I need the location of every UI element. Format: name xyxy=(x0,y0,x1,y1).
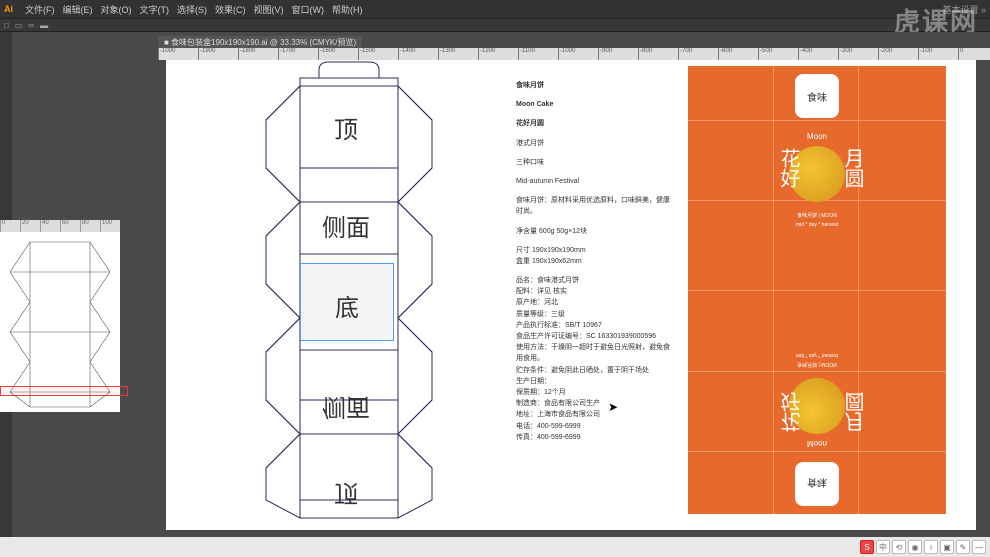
secondary-artboard[interactable] xyxy=(0,232,120,412)
status-icon-4[interactable]: ◉ xyxy=(908,540,922,554)
label-side2: 侧面 xyxy=(322,392,370,427)
mini-dieline xyxy=(0,232,120,412)
label-top: 顶 xyxy=(334,110,358,145)
label-top2: 顶 xyxy=(334,478,358,513)
status-icon-7[interactable]: ✎ xyxy=(956,540,970,554)
menu-effect[interactable]: 效果(C) xyxy=(215,3,246,16)
selected-bottom-panel[interactable]: 底 xyxy=(301,264,393,340)
ctrl-2[interactable]: ▭ xyxy=(15,21,23,30)
logo-badge-icon: 食味 xyxy=(795,74,839,118)
vert-text-2: 月圆 xyxy=(838,148,867,188)
info-text-block[interactable]: 食味月饼 Moon Cake 花好月圆 港式月饼 三种口味 Mid-autumn… xyxy=(516,80,676,443)
main-artboard[interactable]: 顶 侧面 侧面 顶 底 食味月饼 Moon Cake 花好月圆 港式月饼 三种口… xyxy=(166,60,976,530)
menu-type[interactable]: 文字(T) xyxy=(140,3,170,16)
menu-file[interactable]: 文件(F) xyxy=(25,3,55,16)
ime-icon[interactable]: S xyxy=(860,540,874,554)
menu-bar: Ai 文件(F) 编辑(E) 对象(O) 文字(T) 选择(S) 效果(C) 视… xyxy=(0,0,990,18)
status-icon-8[interactable]: — xyxy=(972,540,986,554)
status-icon-6[interactable]: ▣ xyxy=(940,540,954,554)
ctrl-4[interactable]: ▬ xyxy=(40,21,48,30)
label-side: 侧面 xyxy=(322,208,370,243)
status-icon-5[interactable]: ♀ xyxy=(924,540,938,554)
control-bar: □ ▭ ═ ▬ xyxy=(0,18,990,32)
status-bar: S 中 ⟲ ◉ ♀ ▣ ✎ — xyxy=(0,537,990,557)
label-bottom: 底 xyxy=(335,288,359,323)
lang-icon[interactable]: 中 xyxy=(876,540,890,554)
moon-label: Moon xyxy=(688,132,946,141)
menu-window[interactable]: 窗口(W) xyxy=(292,3,325,16)
horizontal-ruler: -1000-1900-1800-1700-1600-1500-1400-1300… xyxy=(158,48,990,60)
document-tab[interactable]: ■ 食味包装盒190x190x190.ai @ 33.33% (CMYK/预览) xyxy=(158,36,362,48)
menu-object[interactable]: 对象(O) xyxy=(101,3,132,16)
logo-badge-icon-mirror: 食味 xyxy=(795,462,839,506)
sub-1: mid * day * harvest xyxy=(688,222,946,228)
app-logo: Ai xyxy=(4,4,13,14)
menu-select[interactable]: 选择(S) xyxy=(177,3,207,16)
red-guide[interactable] xyxy=(0,386,128,396)
menu-view[interactable]: 视图(V) xyxy=(254,3,284,16)
menu-edit[interactable]: 编辑(E) xyxy=(63,3,93,16)
ctrl-3[interactable]: ═ xyxy=(28,21,34,30)
menu-help[interactable]: 帮助(H) xyxy=(332,3,363,16)
secondary-ruler: 0 20 40 60 80 100 xyxy=(0,220,120,232)
orange-package-design[interactable]: 食味 Moon 花好 月圆 食味月饼 | MOON mid * day * ha… xyxy=(688,66,946,514)
canvas[interactable]: 顶 侧面 侧面 顶 底 食味月饼 Moon Cake 花好月圆 港式月饼 三种口… xyxy=(158,60,990,557)
status-icon-3[interactable]: ⟲ xyxy=(892,540,906,554)
cursor-icon: ➤ xyxy=(608,400,618,414)
ctrl-1[interactable]: □ xyxy=(4,21,9,30)
vert-text-1: 花好 xyxy=(774,148,803,188)
caption-1: 食味月饼 | MOON xyxy=(688,212,946,219)
